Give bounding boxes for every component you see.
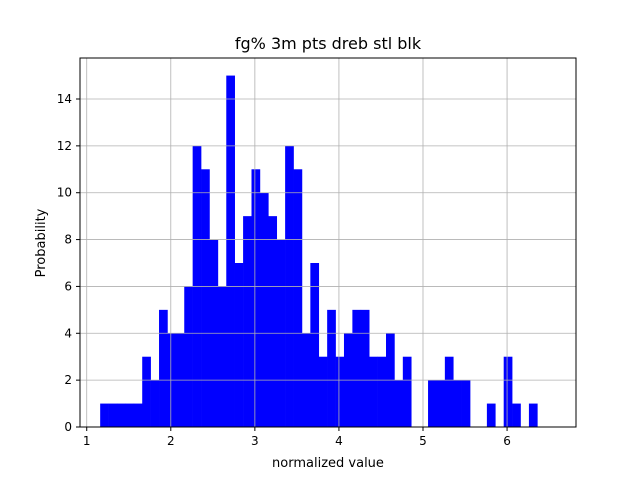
histogram-bar (184, 286, 193, 427)
histogram-bar (352, 309, 362, 427)
histogram-bar (268, 216, 278, 427)
histogram-bar (444, 356, 454, 427)
histogram-bar (251, 169, 261, 428)
histogram-bar (310, 263, 320, 427)
histogram-bar (428, 380, 437, 427)
histogram-bar (327, 309, 336, 427)
histogram-bar (293, 169, 303, 428)
histogram-bar (453, 380, 462, 427)
histogram-bar (243, 216, 252, 427)
histogram-bar (394, 380, 404, 427)
histogram-bar (133, 403, 143, 427)
histogram-bar (402, 356, 412, 427)
plot-frame (79, 57, 577, 428)
histogram-bar (116, 403, 126, 427)
histogram-bar (217, 286, 227, 427)
histogram-bar (436, 380, 446, 427)
histogram-bar (125, 403, 135, 427)
y-tick-label: 12 (57, 139, 72, 153)
histogram-bar (512, 403, 521, 427)
x-tick-label: 4 (335, 434, 343, 448)
y-tick-label: 2 (64, 373, 72, 387)
histogram-bar (503, 356, 513, 427)
histogram-bar (360, 309, 370, 427)
y-tick-label: 14 (57, 92, 72, 106)
histogram-bar (100, 403, 109, 427)
histogram-bar (377, 356, 387, 427)
histogram-bar (259, 192, 269, 427)
histogram-bar (234, 263, 244, 427)
x-tick-label: 6 (503, 434, 511, 448)
x-axis-label: normalized value (272, 456, 384, 471)
y-tick-label: 8 (64, 233, 72, 247)
histogram-bar (369, 356, 378, 427)
x-tick-label: 2 (167, 434, 175, 448)
y-tick-label: 10 (57, 186, 72, 200)
x-tick-label: 1 (83, 434, 91, 448)
histogram-bar (226, 75, 235, 428)
chart-title: fg% 3m pts dreb stl blk (235, 34, 422, 53)
y-tick-label: 0 (64, 420, 72, 434)
x-tick-label: 5 (419, 434, 427, 448)
histogram-bar (150, 380, 160, 427)
histogram-bar (318, 356, 328, 427)
histogram-bar (201, 169, 210, 428)
histogram-bar (461, 380, 471, 427)
histogram-bar (159, 309, 168, 427)
histogram-bar (108, 403, 118, 427)
histogram-bar (142, 356, 151, 427)
x-tick-label: 3 (251, 434, 259, 448)
y-axis-label: Probability (34, 208, 49, 277)
histogram-bar (486, 403, 496, 427)
y-tick-label: 6 (64, 279, 72, 293)
histogram-bar (335, 356, 345, 427)
y-tick-label: 4 (64, 326, 72, 340)
histogram-bar (528, 403, 538, 427)
